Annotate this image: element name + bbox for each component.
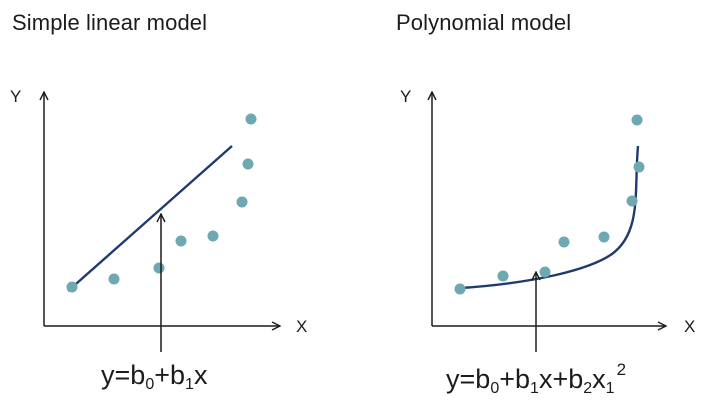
data-point <box>626 195 638 207</box>
data-point <box>207 230 219 242</box>
data-point <box>497 270 509 282</box>
data-point <box>539 266 551 278</box>
polynomial-model-plot: Y X <box>400 87 695 352</box>
x-axis-label: X <box>684 317 695 336</box>
data-point <box>236 196 248 208</box>
data-point <box>108 273 120 285</box>
polynomial-model-formula: y=b0+b1x+b2x12 <box>446 360 627 397</box>
linear-model-title: Simple linear model <box>12 10 208 35</box>
data-point <box>175 235 187 247</box>
linear-model-formula: y=b0+b1x <box>101 360 208 393</box>
data-point <box>454 283 466 295</box>
linear-fit-line <box>67 145 233 292</box>
x-axis-label: X <box>296 317 307 336</box>
polynomial-model-panel: Polynomial model Y X y=b0+b1x+b2x12 <box>364 0 728 406</box>
data-point <box>558 236 570 248</box>
polynomial-fit-curve <box>460 145 640 290</box>
data-point <box>242 158 254 170</box>
y-axis-label: Y <box>400 87 411 106</box>
polynomial-model-title: Polynomial model <box>396 10 572 35</box>
data-point <box>153 262 165 274</box>
data-point <box>598 231 610 243</box>
linear-model-plot: Y X <box>10 87 307 352</box>
linear-model-panel: Simple linear model Y X y=b0+b1x <box>10 10 307 393</box>
data-point <box>245 113 257 125</box>
data-point <box>66 281 78 293</box>
y-axis-label: Y <box>10 87 21 106</box>
data-point <box>631 114 643 126</box>
data-point <box>633 161 645 173</box>
